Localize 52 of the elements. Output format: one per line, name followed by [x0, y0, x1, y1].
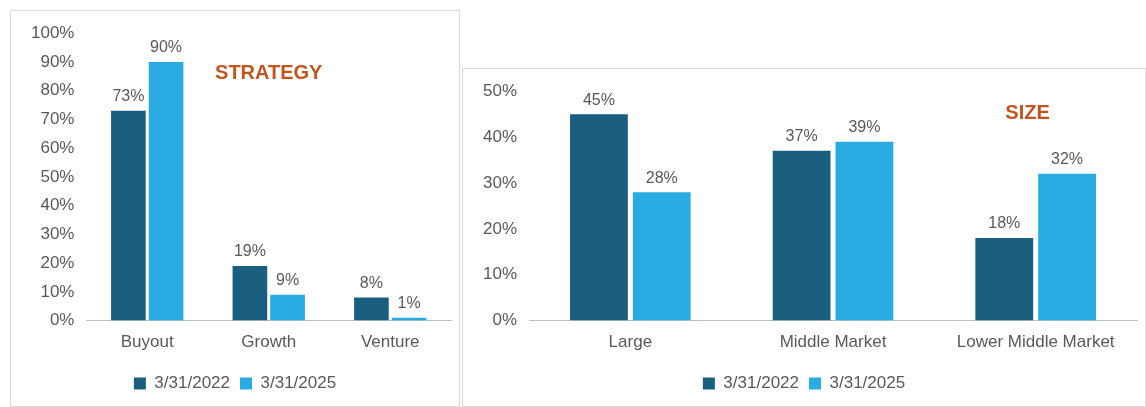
- y-tick-label: 40%: [482, 126, 518, 146]
- y-tick-label: 10%: [40, 281, 75, 301]
- bar: [835, 141, 894, 321]
- data-label: 9%: [276, 271, 300, 289]
- y-tick-label: 30%: [482, 172, 518, 192]
- y-tick-label: 80%: [40, 80, 75, 100]
- data-label: 8%: [359, 274, 383, 292]
- y-tick-label: 50%: [482, 80, 518, 100]
- legend-label: 3/31/2025: [829, 373, 906, 393]
- bar: [772, 150, 831, 321]
- y-tick-label: 60%: [40, 137, 75, 157]
- data-label: 45%: [582, 90, 615, 108]
- y-tick-label: 20%: [482, 218, 518, 238]
- x-tick-label: Large: [608, 332, 653, 352]
- y-tick-label: 90%: [40, 51, 75, 71]
- x-tick-label: Lower Middle Market: [956, 332, 1115, 352]
- y-tick-label: 100%: [31, 22, 75, 42]
- y-tick-label: 30%: [40, 224, 75, 244]
- y-tick-label: 50%: [40, 166, 75, 186]
- text: STRATEGY: [215, 60, 324, 83]
- data-label: 32%: [1051, 150, 1084, 168]
- data-label: 90%: [150, 38, 183, 56]
- data-label: 1%: [397, 294, 421, 312]
- legend-label: 3/31/2022: [723, 373, 800, 393]
- bar: [632, 192, 691, 321]
- bar: [975, 238, 1034, 321]
- data-label: 39%: [848, 118, 881, 136]
- data-label: 37%: [785, 127, 818, 145]
- x-tick-label: Buyout: [120, 332, 174, 352]
- legend-label: 3/31/2022: [154, 373, 231, 393]
- data-label: 18%: [988, 214, 1021, 232]
- x-tick-label: Venture: [360, 332, 420, 352]
- bar: [111, 110, 146, 321]
- legend-label: 3/31/2025: [260, 373, 337, 393]
- bar: [354, 297, 389, 321]
- bar: [232, 265, 268, 321]
- bar: [1038, 173, 1096, 321]
- data-label: 73%: [112, 87, 145, 105]
- x-tick-label: Middle Market: [779, 332, 887, 352]
- data-label: 19%: [233, 242, 266, 260]
- y-tick-label: 0%: [492, 310, 518, 330]
- bar: [270, 294, 305, 321]
- data-label: 28%: [645, 168, 678, 186]
- text: SIZE: [1005, 100, 1050, 123]
- y-tick-label: 0%: [49, 310, 75, 330]
- y-tick-label: 70%: [40, 109, 75, 129]
- y-tick-label: 20%: [40, 252, 75, 272]
- y-tick-label: 10%: [482, 264, 518, 284]
- bar: [570, 114, 628, 321]
- y-tick-label: 40%: [40, 195, 75, 215]
- x-tick-label: Growth: [241, 332, 297, 352]
- bar: [148, 61, 184, 321]
